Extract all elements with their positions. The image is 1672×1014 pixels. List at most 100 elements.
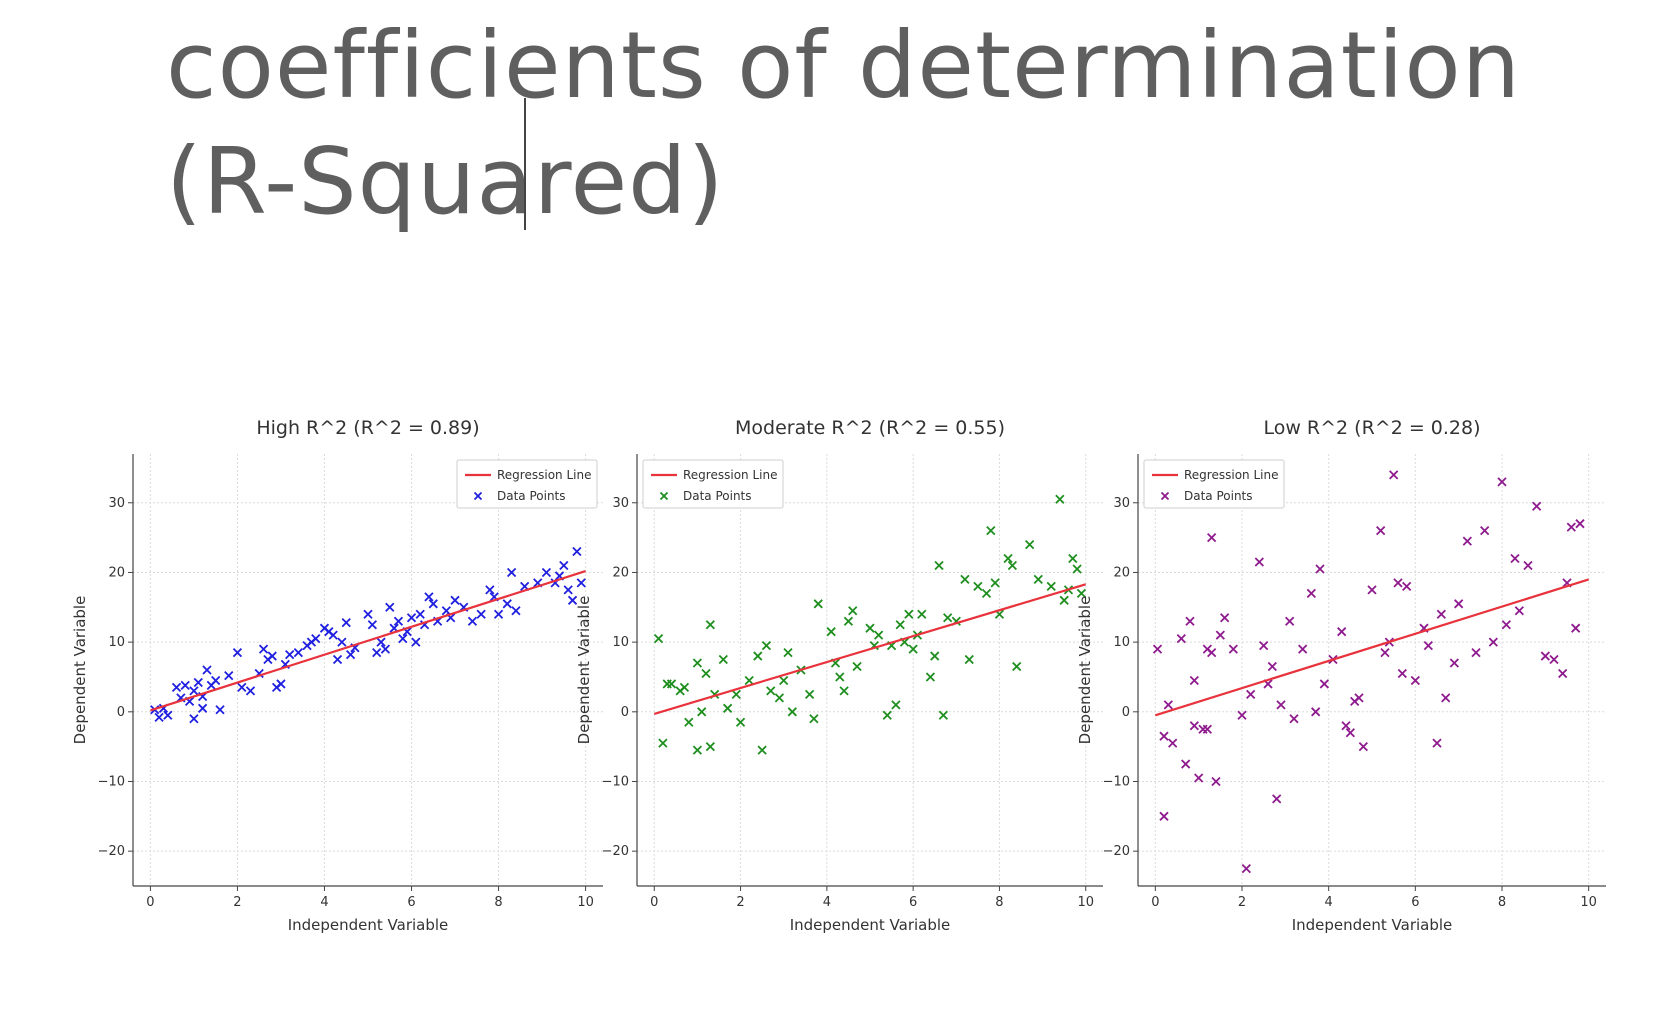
data-point — [285, 650, 295, 660]
data-point — [981, 588, 992, 598]
x-tick-label: 10 — [577, 895, 594, 910]
data-point — [328, 630, 338, 640]
data-point — [1558, 668, 1568, 679]
y-tick-label: 0 — [117, 705, 125, 720]
data-point — [826, 627, 836, 637]
legend-box — [642, 459, 784, 509]
data-point — [376, 637, 386, 647]
data-point — [779, 675, 789, 686]
data-point — [1510, 553, 1520, 564]
x-tick-label: 4 — [320, 895, 328, 910]
data-point — [276, 679, 286, 689]
data-point — [385, 602, 395, 612]
data-point — [367, 620, 377, 630]
data-point — [1549, 654, 1559, 665]
data-point — [380, 644, 391, 654]
y-tick-label: 20 — [1113, 565, 1130, 580]
x-tick-label: 4 — [1325, 895, 1333, 910]
data-point — [311, 634, 321, 644]
data-point — [563, 585, 573, 595]
x-tick-label: 10 — [1580, 895, 1597, 910]
x-tick-label: 6 — [909, 895, 917, 910]
data-point — [1480, 526, 1490, 536]
data-point — [1488, 637, 1498, 647]
data-point — [1454, 599, 1464, 609]
data-point — [783, 647, 793, 658]
data-point — [1376, 526, 1386, 536]
data-point — [1241, 863, 1251, 874]
data-point — [267, 651, 277, 661]
data-point — [718, 654, 728, 665]
x-tick-label: 8 — [995, 895, 1003, 910]
data-point — [393, 616, 404, 626]
x-tick-label: 6 — [407, 895, 415, 910]
data-point — [1514, 606, 1524, 616]
data-point — [293, 647, 304, 658]
data-point — [1354, 693, 1364, 703]
data-point — [189, 714, 199, 724]
x-tick-label: 8 — [494, 895, 502, 910]
data-point — [1168, 738, 1178, 748]
data-point — [428, 599, 438, 609]
data-point — [1380, 647, 1390, 658]
x-tick-label: 8 — [1498, 895, 1506, 910]
slide-title: coefficients of determination (R-Squared… — [166, 8, 1566, 240]
data-point — [1315, 564, 1325, 574]
data-point — [1194, 773, 1204, 783]
data-point — [973, 581, 983, 592]
legend-box — [1143, 459, 1285, 509]
data-point — [424, 592, 434, 602]
data-point — [372, 647, 382, 658]
data-point — [1267, 661, 1277, 672]
data-point — [211, 675, 221, 686]
legend: Regression Line Data Points — [456, 459, 598, 509]
data-point — [705, 620, 715, 630]
data-point — [572, 546, 582, 557]
data-point — [1306, 588, 1316, 598]
legend-label-points: Data Points — [1184, 489, 1253, 503]
data-point — [813, 599, 823, 609]
data-point — [1202, 724, 1212, 734]
data-point — [493, 609, 504, 619]
data-point — [541, 567, 552, 578]
data-point — [559, 560, 569, 571]
data-point — [1059, 595, 1069, 605]
data-point — [1393, 578, 1403, 588]
data-point — [171, 682, 182, 693]
data-point — [835, 672, 845, 682]
data-point — [332, 654, 343, 665]
legend-label-regression: Regression Line — [497, 468, 591, 482]
chart-title: Moderate R^2 (R^2 = 0.55) — [735, 417, 1005, 439]
data-point — [341, 617, 351, 628]
data-point — [865, 623, 875, 633]
data-point — [960, 574, 970, 585]
x-axis-label: Independent Variable — [288, 916, 449, 934]
data-point — [1289, 714, 1299, 724]
data-point — [1207, 647, 1217, 658]
regression-line — [150, 570, 586, 712]
data-point — [576, 578, 586, 588]
data-point — [1237, 710, 1247, 720]
x-tick-label: 0 — [146, 895, 154, 910]
data-point — [1540, 651, 1550, 661]
data-point — [180, 680, 190, 690]
chart-title: Low R^2 (R^2 = 0.28) — [1263, 417, 1480, 439]
y-tick-label: 30 — [108, 496, 125, 511]
text-cursor — [524, 98, 526, 230]
data-point — [697, 707, 707, 717]
data-point — [882, 710, 892, 720]
legend: Regression Line Data Points — [642, 459, 784, 509]
data-point — [567, 595, 578, 605]
data-point — [450, 595, 460, 605]
data-point — [467, 616, 478, 626]
x-tick-label: 10 — [1077, 895, 1094, 910]
data-point — [766, 686, 776, 696]
data-point — [1285, 616, 1295, 626]
data-point — [406, 613, 417, 623]
data-point — [904, 609, 914, 619]
data-point — [744, 675, 754, 686]
data-point — [398, 634, 408, 644]
data-point — [679, 682, 690, 693]
y-tick-label: 10 — [108, 635, 125, 650]
data-point — [1076, 588, 1087, 598]
